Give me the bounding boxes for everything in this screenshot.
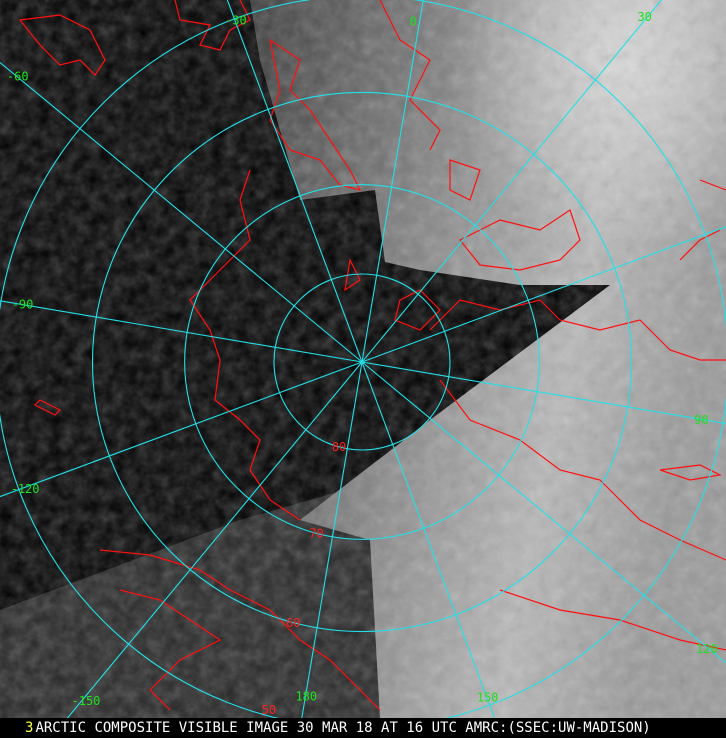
meridian-150 xyxy=(361,361,495,718)
coastline-segment xyxy=(18,14,106,76)
latitude-label-60: 60 xyxy=(286,616,300,630)
coastline-segment xyxy=(459,209,581,271)
coastline-segment xyxy=(119,589,222,711)
polar-map: 80 70 60 50 -150 -120 -90 -60 -30 0 30 90 120 150 180 xyxy=(0,0,726,718)
coastline-segment xyxy=(379,0,441,151)
longitude-label-30: 30 xyxy=(637,10,651,24)
longitude-label-120: 120 xyxy=(696,642,718,656)
graticule-labels: 80 70 60 50 -150 -120 -90 -60 -30 0 30 90 120 150 180 xyxy=(7,10,718,717)
longitude-label--150: -150 xyxy=(72,694,101,708)
meridian--90 xyxy=(0,300,363,363)
latitude-label-50: 50 xyxy=(262,703,276,717)
longitude-label-180: 180 xyxy=(295,689,317,703)
coastlines xyxy=(18,0,726,711)
coastline-segment xyxy=(269,38,362,191)
coastline-segment xyxy=(33,399,62,416)
longitude-label--120: -120 xyxy=(11,482,40,496)
meridian--60 xyxy=(0,62,363,363)
coastline-segment xyxy=(394,289,441,331)
latitude-label-80: 80 xyxy=(332,440,346,454)
longitude-label-0: 0 xyxy=(410,15,417,29)
meridian--150 xyxy=(67,361,363,718)
meridian-60 xyxy=(361,226,726,363)
coastline-segment xyxy=(99,549,381,711)
longitude-label-150: 150 xyxy=(477,690,499,704)
latitude-circle-60 xyxy=(91,91,633,633)
longitude-label-90: 90 xyxy=(694,413,708,427)
longitude-label--30: -30 xyxy=(225,14,247,28)
meridian--30 xyxy=(226,0,363,363)
coastline-segment xyxy=(189,169,301,521)
meridian-90 xyxy=(361,361,726,425)
coastline-segment xyxy=(439,379,726,561)
longitude-label--90: -90 xyxy=(12,297,34,311)
latitude-circle-70 xyxy=(184,184,540,540)
meridian-30 xyxy=(361,0,662,363)
image-caption: 3 ARCTIC COMPOSITE VISIBLE IMAGE 30 MAR 1… xyxy=(0,718,726,738)
caption-text: ARCTIC COMPOSITE VISIBLE IMAGE 30 MAR 18… xyxy=(35,720,651,736)
meridian--120 xyxy=(0,361,363,498)
coastline-segment xyxy=(499,589,726,651)
meridian-0 xyxy=(361,0,424,363)
coastline-segment xyxy=(174,0,251,51)
coastline-segment xyxy=(449,159,481,201)
latitude-label-70: 70 xyxy=(309,527,323,541)
longitude-label--60: -60 xyxy=(7,70,29,84)
meridian-180 xyxy=(301,361,363,718)
meridian-120 xyxy=(361,361,726,664)
coastline-segment xyxy=(679,179,726,261)
coastline-segment xyxy=(659,464,722,481)
coastline-segment xyxy=(429,299,726,361)
graticule xyxy=(0,0,726,718)
frame-number: 3 xyxy=(25,720,34,736)
latitude-circle-80 xyxy=(273,273,451,451)
imagery xyxy=(0,0,726,718)
